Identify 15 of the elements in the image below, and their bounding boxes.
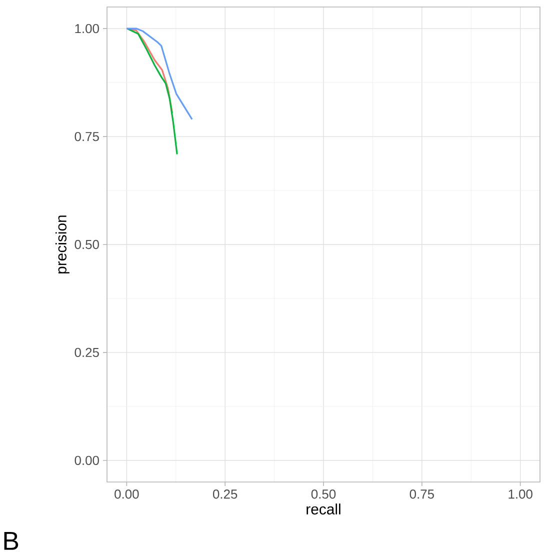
- y-axis-title: precision: [56, 216, 70, 274]
- y-tick-label: 0.00: [74, 456, 99, 465]
- x-tick-label: 0.75: [410, 490, 434, 499]
- x-tick-label: 0.25: [212, 490, 238, 499]
- x-tick-label: 0.50: [311, 490, 336, 499]
- y-tick-label: 0.50: [74, 240, 99, 250]
- x-axis-title: recall: [306, 504, 340, 514]
- line-series: [126, 28, 193, 120]
- line-series: [126, 28, 178, 156]
- y-tick-label: 1.00: [75, 24, 99, 34]
- text: B: [4, 532, 18, 550]
- y-tick-label: 0.75: [74, 132, 99, 142]
- x-tick-label: 1.00: [508, 490, 532, 499]
- x-tick-label: 0.00: [114, 490, 139, 499]
- y-tick-label: 0.25: [74, 348, 99, 358]
